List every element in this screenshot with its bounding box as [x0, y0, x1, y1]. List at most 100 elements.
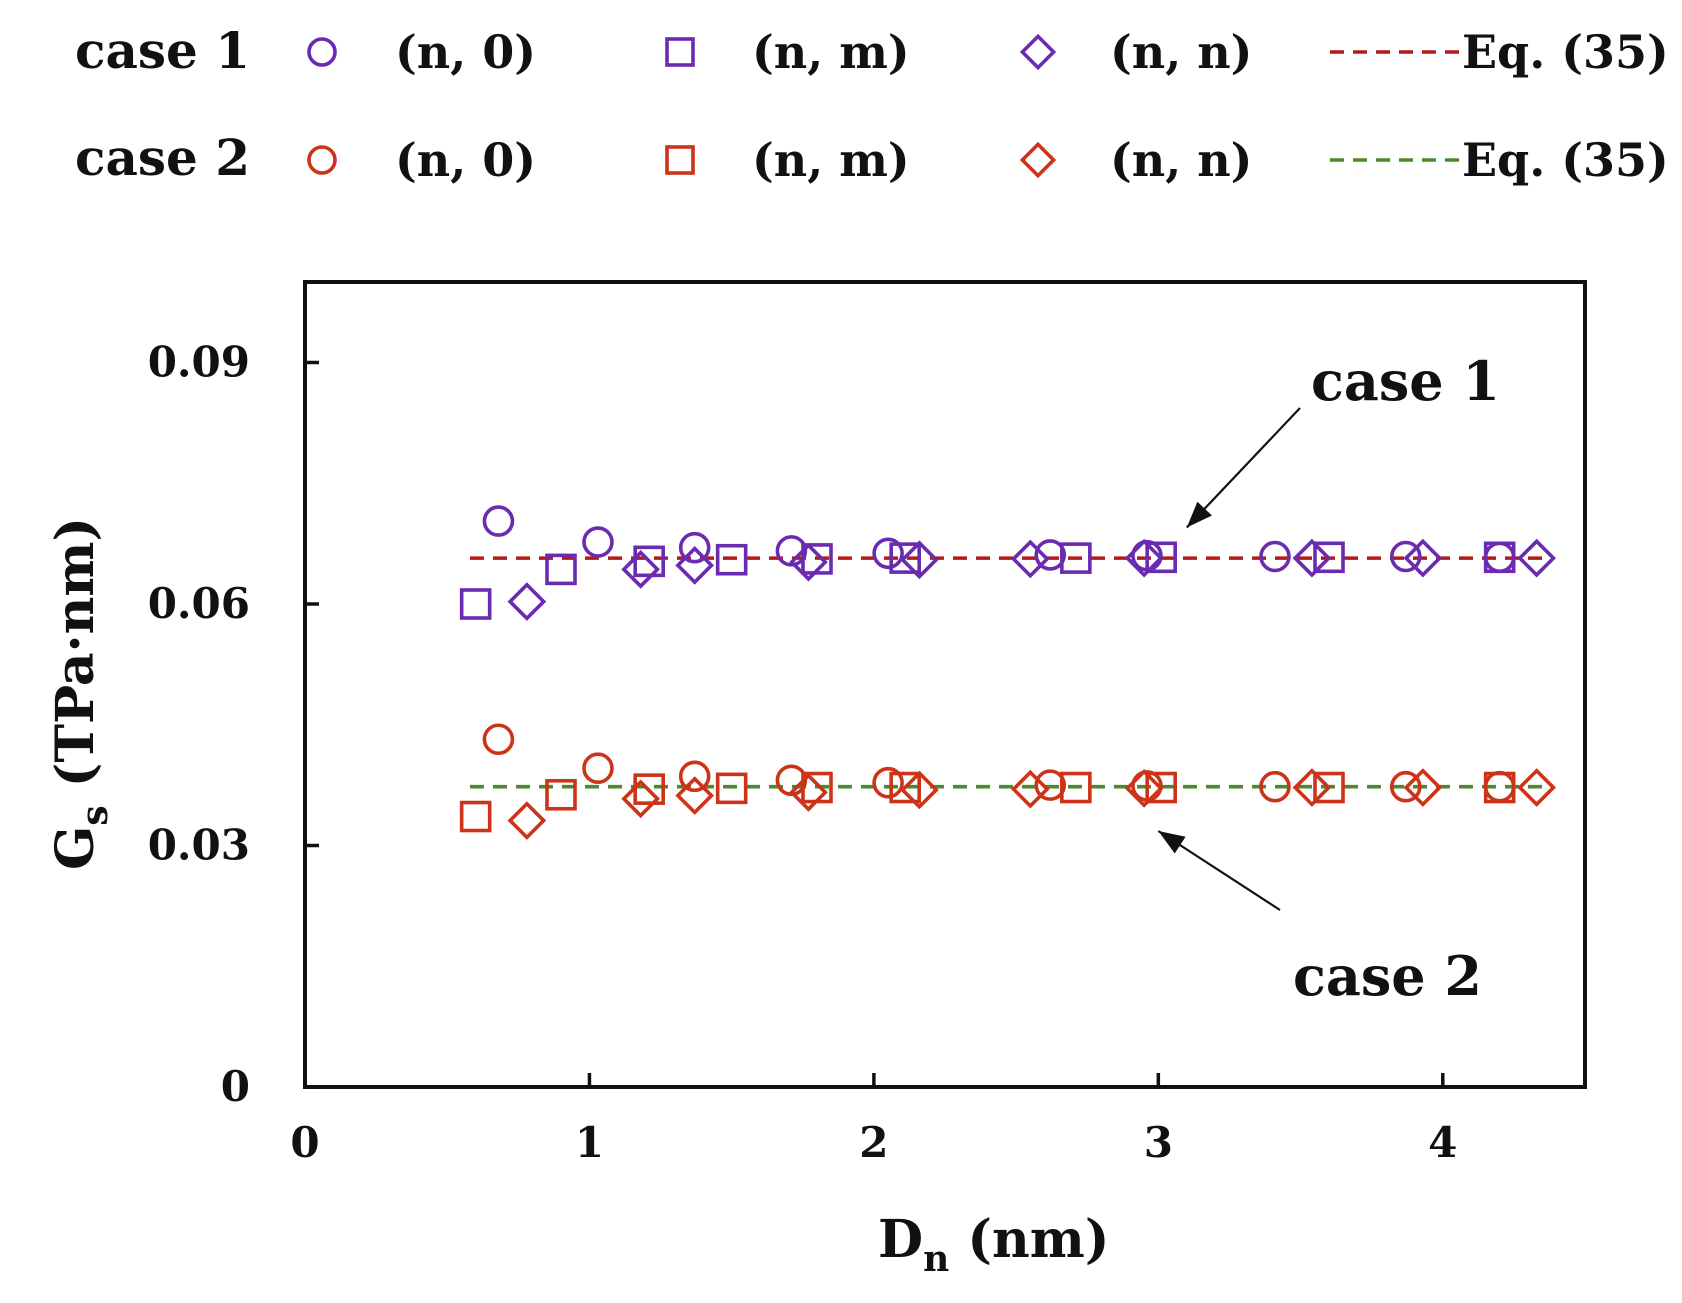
annotations: case 1 case 2: [1157, 349, 1500, 1008]
y-axis-title-space: [45, 787, 106, 805]
x-axis-title-unit: (nm): [967, 1209, 1109, 1270]
case-2-diamond-point: [1403, 768, 1443, 807]
case-1-circle-point: [1034, 539, 1067, 571]
y-tick-label: 0.06: [148, 579, 250, 628]
legend-case-1-circle-label: (n, 0): [395, 25, 536, 79]
x-tick-label: 3: [1144, 1118, 1173, 1167]
y-axis-title: Gs (TPa·nm): [45, 517, 116, 870]
case-2-circle-point: [482, 723, 515, 756]
legend-case-2-diamond-label: (n, n): [1110, 133, 1252, 187]
case-2-square-point: [1145, 771, 1177, 804]
legend-case-2-label: case 2: [75, 128, 250, 187]
x-tick-label: 2: [859, 1118, 888, 1167]
x-tick-label: 4: [1428, 1118, 1457, 1167]
legend-case-1-square-label: (n, m): [752, 25, 910, 79]
case-1-square-point: [459, 588, 492, 620]
y-axis-title-main: G: [45, 826, 106, 870]
x-axis-title-space: [949, 1209, 967, 1270]
annotation-case-1-label: case 1: [1311, 349, 1500, 413]
case-2-square-point: [1313, 771, 1345, 804]
axis-titles: Dn (nm) Gs (TPa·nm): [45, 517, 1109, 1280]
axis-ticks: 0 1 2 3 4 0 0.03 0.06 0.09: [148, 338, 1458, 1168]
legend-case-1-label: case 1: [75, 21, 250, 80]
legend-items: (n, 0) (n, m) (n, n) Eq. (35) (n, 0) (n, m) (n…: [307, 25, 1669, 187]
case-1-square-point: [1060, 542, 1092, 574]
annotation-case-2-label: case 2: [1293, 944, 1482, 1008]
case-1-diamond-point: [900, 540, 939, 580]
case-1-diamond-point: [675, 546, 715, 585]
case-1-diamond-point: [789, 542, 828, 582]
case-2-diamond-point: [900, 770, 939, 810]
case-1-square-point: [545, 553, 577, 586]
legend-case-2-eq-label: Eq. (35): [1462, 133, 1669, 187]
case-1-square-point: [1145, 541, 1177, 574]
case-2-diamond-point: [789, 773, 828, 812]
case-1-square-point: [1483, 541, 1516, 574]
x-axis-title: Dn (nm): [878, 1209, 1109, 1280]
legend-case-2-circle-label: (n, 0): [395, 133, 536, 187]
case-2-diamond-point: [1517, 768, 1556, 807]
plot-frame: [303, 280, 1587, 1089]
legend-case-2-diamond-icon: [1019, 141, 1057, 179]
x-axis-title-sub: n: [923, 1238, 949, 1280]
case-1-diamond-point: [1403, 538, 1443, 578]
case-1-circle-point: [482, 505, 515, 537]
case-2-square-point: [545, 778, 577, 811]
case-1-diamond-point: [1517, 538, 1556, 578]
case-1-square-point: [1313, 541, 1345, 574]
case-1-diamond-point: [507, 582, 547, 621]
x-tick-label: 0: [290, 1118, 319, 1167]
case-2-diamond-point: [1292, 768, 1332, 807]
case-1-circle-point: [1390, 540, 1422, 573]
plot-area: [303, 280, 1587, 1089]
annotation-case-1-arrow: [1185, 407, 1301, 529]
x-axis-title-main: D: [878, 1209, 923, 1270]
legend-case-1-eq-label: Eq. (35): [1462, 25, 1669, 79]
y-axis-title-unit: (TPa·nm): [45, 517, 106, 787]
case-2-circle-point: [1034, 769, 1067, 801]
y-tick-label: 0: [221, 1062, 250, 1111]
y-axis-title-sub: s: [74, 805, 116, 825]
y-tick-label: 0.03: [148, 821, 250, 870]
legend-case-1-square-icon: [665, 37, 695, 67]
case-2-square-point: [889, 771, 921, 804]
case-1-circle-point: [678, 531, 711, 564]
case-2-circle-point: [872, 766, 904, 799]
case-1-circle-point: [872, 537, 904, 570]
x-tick-label: 1: [575, 1118, 604, 1167]
case-2-square-point: [1483, 771, 1516, 804]
legend-case-2-square-label: (n, m): [752, 133, 910, 187]
case-1-diamond-point: [1010, 539, 1050, 579]
case-2-diamond-point: [507, 801, 547, 840]
case-1-square-point: [715, 543, 748, 576]
case-2-diamond-point: [675, 776, 715, 815]
case-2-diamond-point: [1010, 769, 1050, 809]
case-2-diamond-point: [621, 779, 660, 819]
annotation-case-2-arrowhead: [1158, 831, 1186, 854]
case-2-square-point: [459, 800, 492, 833]
case-1-circle-point: [1259, 540, 1291, 573]
legend: case 1 case 2: [75, 21, 250, 187]
case-2-circle-point: [678, 760, 711, 793]
y-tick-label: 0.09: [148, 338, 250, 387]
case-1-diamond-point: [1292, 538, 1332, 578]
annotation-case-1-arrowhead: [1186, 501, 1212, 528]
legend-case-1-diamond-icon: [1019, 33, 1057, 71]
legend-case-1-diamond-label: (n, n): [1110, 25, 1252, 79]
case-2-diamond-point: [1124, 768, 1164, 808]
equation-lines: [469, 556, 1543, 789]
case-2-circle-point: [1390, 770, 1422, 803]
case-1-circle-point: [582, 526, 614, 558]
case-2-circle-point: [1259, 770, 1291, 803]
legend-case-2-square-icon: [665, 145, 695, 175]
legend-case-2-circle-icon: [307, 145, 337, 175]
case-1-square-point: [889, 542, 921, 574]
case-2-square-point: [715, 772, 748, 805]
case-2-circle-point: [582, 752, 614, 785]
case-2-square-point: [1060, 771, 1092, 804]
data-markers: [459, 505, 1556, 840]
case-1-diamond-point: [1124, 538, 1164, 578]
case-1-diamond-point: [621, 550, 660, 589]
legend-case-1-circle-icon: [307, 37, 337, 67]
